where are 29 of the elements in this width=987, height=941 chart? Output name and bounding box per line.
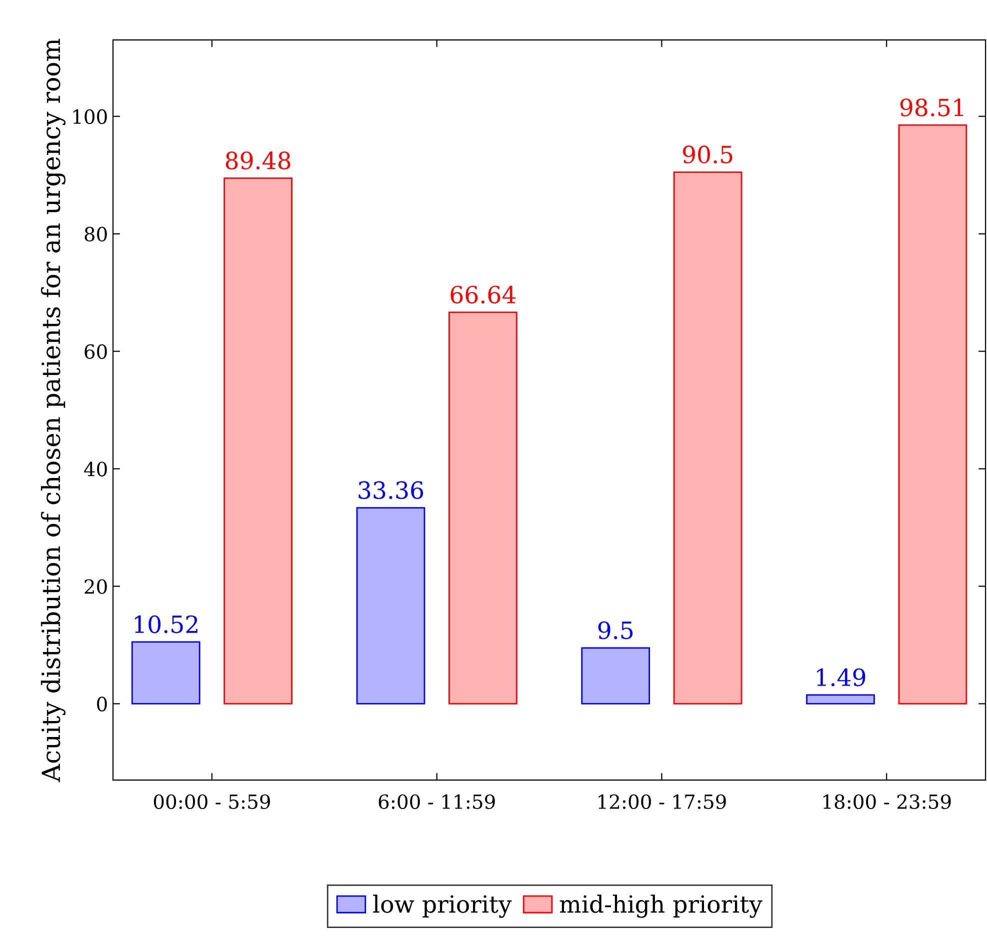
y-tick-label: 20 <box>84 579 107 594</box>
bar <box>356 507 426 704</box>
bar <box>581 647 650 704</box>
bar <box>448 312 518 704</box>
x-tick-label: 6:00 - 11:59 <box>378 794 495 810</box>
x-tick-label: 00:00 - 5:59 <box>154 794 270 810</box>
data-label: 98.51 <box>900 98 964 116</box>
y-axis-title: Acuity distribution of chosen patients for an urgency room <box>40 38 66 782</box>
bar <box>131 641 200 704</box>
data-label: 33.36 <box>358 481 424 500</box>
legend-label: mid-high priority <box>560 894 762 918</box>
data-label: 1.49 <box>817 668 866 686</box>
y-tick-label: 40 <box>84 462 107 476</box>
data-label: 10.52 <box>134 615 198 634</box>
y-tick-label: 60 <box>84 344 107 359</box>
bar <box>224 177 292 704</box>
y-tick-label: 0 <box>97 696 107 712</box>
x-tick-label: 12:00 - 17:59 <box>598 794 726 810</box>
data-label: 9.5 <box>598 621 633 640</box>
bar <box>898 124 968 704</box>
data-label: 66.64 <box>450 286 516 304</box>
legend-label: low priority <box>373 894 512 918</box>
data-label: 89.48 <box>226 152 290 170</box>
y-tick-label: 80 <box>84 226 107 242</box>
y-tick-label: 100 <box>73 109 107 124</box>
x-tick-label: 18:00 - 23:59 <box>823 794 951 810</box>
data-label: 90.5 <box>683 146 732 164</box>
bar <box>806 694 875 704</box>
bar <box>673 171 742 704</box>
